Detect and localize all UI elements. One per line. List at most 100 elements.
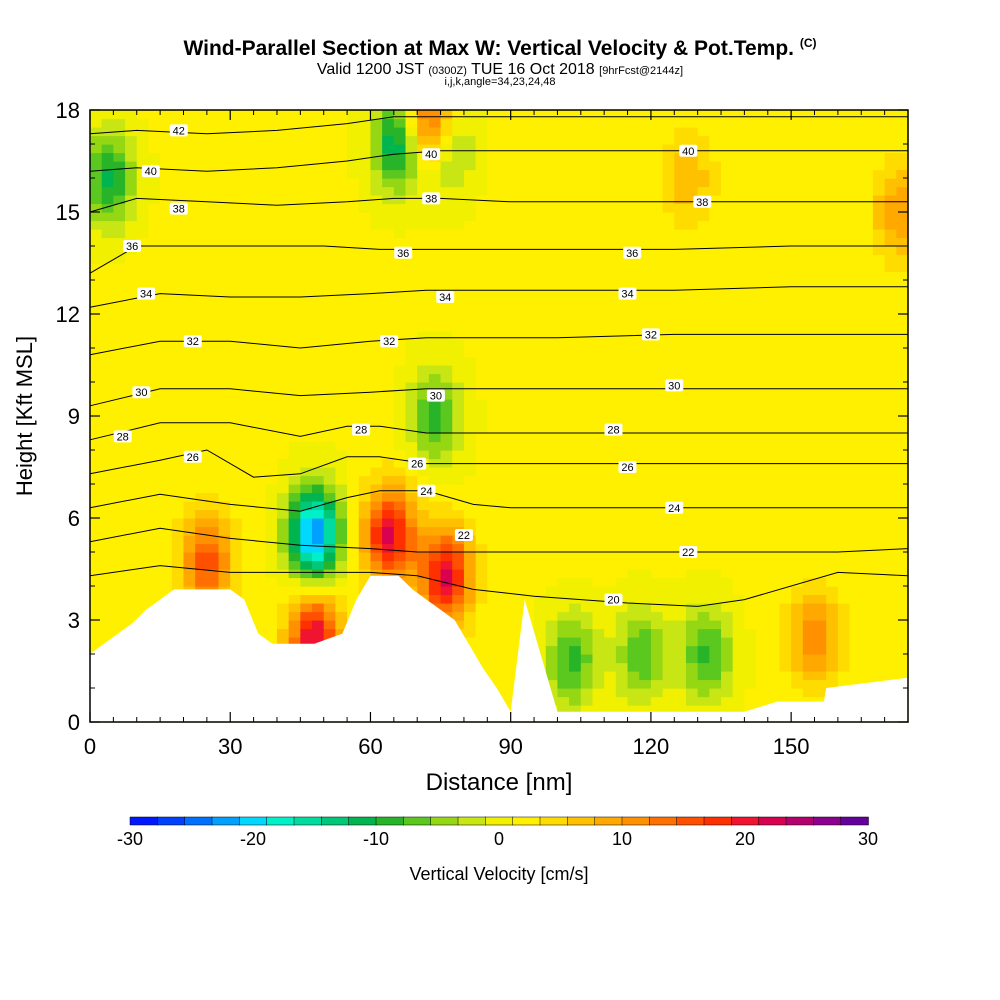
velocity-cell — [580, 280, 594, 290]
velocity-cell — [452, 407, 465, 417]
velocity-cell — [569, 501, 582, 511]
velocity-cell — [791, 178, 804, 188]
velocity-cell — [569, 212, 582, 222]
velocity-cell — [463, 144, 477, 154]
velocity-cell — [826, 484, 839, 494]
velocity-cell — [709, 696, 722, 706]
velocity-cell — [358, 501, 372, 511]
velocity-cell — [744, 271, 757, 281]
velocity-cell — [405, 144, 418, 154]
velocity-cell — [837, 569, 851, 579]
velocity-cell — [323, 390, 336, 400]
velocity-cell — [779, 271, 792, 281]
velocity-cell — [382, 501, 395, 511]
velocity-cell — [814, 127, 827, 137]
velocity-cell — [90, 577, 103, 587]
velocity-cell — [288, 135, 301, 145]
velocity-cell — [160, 348, 173, 358]
velocity-cell — [300, 195, 313, 205]
velocity-cell — [756, 322, 769, 332]
velocity-cell — [428, 339, 442, 349]
velocity-cell — [335, 620, 348, 630]
velocity-cell — [732, 441, 745, 451]
velocity-cell — [604, 671, 617, 681]
velocity-cell — [837, 263, 851, 273]
velocity-cell — [452, 212, 465, 222]
velocity-cell — [347, 203, 360, 213]
velocity-cell — [604, 263, 617, 273]
velocity-cell — [732, 203, 745, 213]
velocity-cell — [849, 424, 862, 434]
velocity-cell — [487, 246, 500, 256]
velocity-cell — [241, 263, 255, 273]
velocity-cell — [160, 509, 173, 519]
velocity-cell — [487, 186, 500, 196]
velocity-cell — [826, 424, 839, 434]
velocity-cell — [814, 229, 827, 239]
velocity-cell — [744, 577, 757, 587]
velocity-cell — [592, 203, 605, 213]
velocity-cell — [814, 144, 827, 154]
velocity-cell — [206, 280, 220, 290]
velocity-cell — [452, 254, 465, 264]
velocity-cell — [475, 569, 488, 579]
velocity-cell — [206, 475, 220, 485]
velocity-cell — [674, 662, 687, 672]
velocity-cell — [697, 365, 710, 375]
velocity-cell — [253, 492, 266, 502]
velocity-cell — [276, 458, 290, 468]
velocity-cell — [499, 620, 512, 630]
velocity-cell — [627, 144, 640, 154]
velocity-cell — [160, 475, 173, 485]
velocity-cell — [721, 662, 734, 672]
velocity-cell — [218, 322, 231, 332]
velocity-cell — [744, 654, 757, 664]
velocity-cell — [393, 110, 407, 120]
velocity-cell — [253, 212, 266, 222]
velocity-cell — [814, 475, 827, 485]
velocity-cell — [125, 535, 138, 545]
velocity-cell — [732, 475, 745, 485]
velocity-cell — [884, 186, 897, 196]
velocity-cell — [335, 441, 348, 451]
velocity-cell — [592, 518, 605, 528]
velocity-cell — [136, 203, 150, 213]
velocity-cell — [510, 407, 523, 417]
velocity-cell — [756, 441, 769, 451]
velocity-cell — [604, 220, 617, 230]
velocity-cell — [113, 348, 126, 358]
velocity-cell — [487, 339, 500, 349]
velocity-cell — [195, 254, 208, 264]
velocity-cell — [288, 501, 301, 511]
velocity-cell — [592, 288, 605, 298]
velocity-cell — [650, 399, 664, 409]
velocity-cell — [791, 433, 804, 443]
velocity-cell — [405, 433, 418, 443]
velocity-cell — [440, 501, 453, 511]
velocity-cell — [265, 220, 278, 230]
velocity-cell — [136, 110, 150, 120]
velocity-cell — [171, 322, 185, 332]
velocity-cell — [113, 543, 126, 553]
velocity-cell — [300, 424, 313, 434]
velocity-cell — [756, 611, 769, 621]
velocity-cell — [545, 526, 559, 536]
velocity-cell — [545, 628, 559, 638]
velocity-cell — [499, 280, 512, 290]
velocity-cell — [510, 212, 523, 222]
velocity-cell — [276, 246, 290, 256]
velocity-cell — [685, 424, 699, 434]
velocity-cell — [534, 509, 547, 519]
velocity-cell — [744, 246, 757, 256]
velocity-cell — [276, 577, 290, 587]
velocity-cell — [697, 416, 710, 426]
velocity-cell — [732, 594, 745, 604]
velocity-cell — [779, 186, 792, 196]
velocity-cell — [744, 110, 757, 120]
velocity-cell — [90, 152, 103, 162]
velocity-cell — [592, 314, 605, 324]
velocity-cell — [896, 662, 909, 672]
velocity-cell — [113, 450, 126, 460]
velocity-cell — [674, 331, 687, 341]
velocity-cell — [802, 577, 816, 587]
